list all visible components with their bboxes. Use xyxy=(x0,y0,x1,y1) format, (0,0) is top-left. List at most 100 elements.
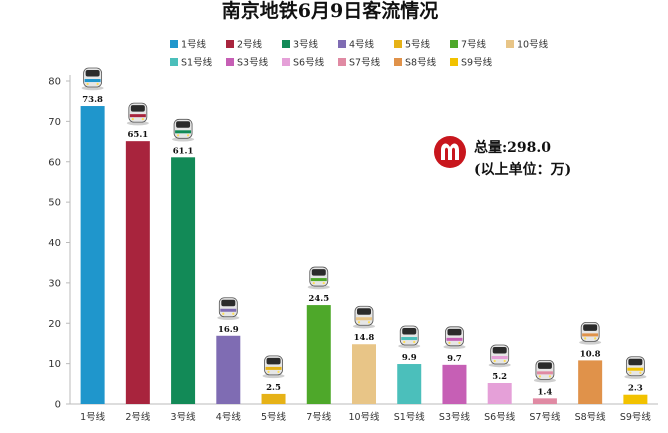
legend-item: 3号线 xyxy=(282,39,319,51)
legend-swatch xyxy=(338,58,346,66)
metro-train-icon xyxy=(533,359,556,383)
metro-train-icon xyxy=(172,118,195,142)
x-tick-label: 7号线 xyxy=(306,411,332,423)
legend-swatch xyxy=(450,58,458,66)
bar xyxy=(623,394,648,404)
x-tick-label: 2号线 xyxy=(125,411,151,423)
legend-label: S1号线 xyxy=(181,57,213,69)
legend-label: S8号线 xyxy=(405,57,437,69)
legend-label: 1号线 xyxy=(181,39,207,51)
legend-label: 2号线 xyxy=(237,39,263,51)
data-label: 24.5 xyxy=(308,294,329,304)
y-axis: 0 10 20 30 40 50 60 70 80 xyxy=(48,75,71,411)
data-label: 2.5 xyxy=(266,383,281,393)
metro-train-icon xyxy=(624,356,647,379)
legend-swatch xyxy=(282,40,290,48)
metro-train-icon xyxy=(262,355,285,379)
x-tick-label: S9号线 xyxy=(620,411,652,423)
data-label: 5.2 xyxy=(492,372,507,382)
legend-item: 2号线 xyxy=(226,39,263,51)
legend-item: S9号线 xyxy=(450,57,493,69)
legend-label: 10号线 xyxy=(517,39,549,51)
total-annotation: 总量:298.0 (以上单位：万) xyxy=(434,136,571,178)
legend-label: 5号线 xyxy=(405,39,431,51)
x-tick-label: 3号线 xyxy=(171,411,197,423)
legend-item: S3号线 xyxy=(226,57,269,69)
legend-swatch xyxy=(170,40,178,48)
x-tick-label: S1号线 xyxy=(394,411,426,423)
data-label: 65.1 xyxy=(127,130,148,140)
legend: 1号线 2号线 3号线 4号线 5号线 7号线 10号线 S1号线 S3号线 S6号线 S7号线 S8… xyxy=(170,39,549,69)
y-tick-label: 60 xyxy=(48,157,61,168)
data-label: 1.4 xyxy=(538,387,553,397)
chart-title: 南京地铁6月9日客流情况 xyxy=(222,0,438,22)
bar xyxy=(306,305,331,404)
bar xyxy=(578,360,603,404)
bar xyxy=(352,344,376,404)
y-tick-label: 70 xyxy=(48,117,61,128)
bar xyxy=(442,364,467,404)
bar xyxy=(125,141,150,404)
metro-train-icon xyxy=(488,344,511,368)
data-label: 73.8 xyxy=(82,95,103,105)
x-tick-label: 10号线 xyxy=(348,411,380,423)
legend-item: 1号线 xyxy=(170,39,207,51)
legend-swatch xyxy=(338,40,346,48)
legend-label: S6号线 xyxy=(293,57,325,69)
legend-item: S6号线 xyxy=(282,57,325,69)
y-tick-label: 10 xyxy=(48,359,61,370)
bar xyxy=(487,383,512,404)
legend-swatch xyxy=(394,40,402,48)
metro-train-icon xyxy=(579,321,602,345)
bar xyxy=(171,157,196,404)
metro-train-icon xyxy=(307,266,330,290)
data-label: 2.3 xyxy=(628,384,643,394)
total-text: 总量:298.0 xyxy=(474,139,551,156)
legend-item: 4号线 xyxy=(338,39,375,51)
legend-swatch xyxy=(282,58,290,66)
legend-swatch xyxy=(170,58,178,66)
legend-label: 3号线 xyxy=(293,39,319,51)
legend-item: 7号线 xyxy=(450,39,487,51)
data-label: 61.1 xyxy=(173,146,194,156)
x-tick-label: 4号线 xyxy=(216,411,242,423)
x-tick-label: S7号线 xyxy=(529,411,561,423)
metro-train-icon xyxy=(443,326,466,350)
data-label: 9.7 xyxy=(447,354,462,364)
x-tick-label: S6号线 xyxy=(484,411,516,423)
legend-swatch xyxy=(450,40,458,48)
legend-label: 7号线 xyxy=(461,39,487,51)
y-tick-label: 30 xyxy=(48,278,61,289)
legend-item: 10号线 xyxy=(506,39,549,51)
x-axis: 1号线 2号线 3号线 4号线 5号线 7号线 10号线 S1号线 S3号线 S6号线 S7号线 S8… xyxy=(70,403,658,423)
data-label: 9.9 xyxy=(402,353,417,363)
legend-item: 5号线 xyxy=(394,39,431,51)
data-label: 14.8 xyxy=(354,333,375,343)
metro-train-icon xyxy=(353,305,375,329)
metro-train-icon xyxy=(398,325,421,349)
metro-train-icon xyxy=(126,102,149,126)
x-tick-label: S3号线 xyxy=(439,411,471,423)
y-tick-label: 40 xyxy=(48,238,61,249)
y-tick-label: 50 xyxy=(48,198,61,209)
legend-item: S8号线 xyxy=(394,57,437,69)
x-tick-label: 1号线 xyxy=(80,411,106,423)
legend-label: S3号线 xyxy=(237,57,269,69)
bar xyxy=(261,393,286,404)
x-tick-label: S8号线 xyxy=(575,411,607,423)
legend-swatch xyxy=(226,58,234,66)
y-tick-label: 0 xyxy=(55,400,61,411)
y-tick-label: 80 xyxy=(48,77,61,88)
metro-train-icon xyxy=(81,67,104,91)
y-tick-label: 20 xyxy=(48,319,61,330)
nanjing-metro-logo-icon xyxy=(434,136,466,168)
legend-item: S7号线 xyxy=(338,57,381,69)
bars xyxy=(80,106,648,404)
legend-label: 4号线 xyxy=(349,39,375,51)
legend-swatch xyxy=(506,40,514,48)
legend-swatch xyxy=(394,58,402,66)
legend-label: S9号线 xyxy=(461,57,493,69)
data-label: 10.8 xyxy=(580,349,601,359)
legend-swatch xyxy=(226,40,234,48)
